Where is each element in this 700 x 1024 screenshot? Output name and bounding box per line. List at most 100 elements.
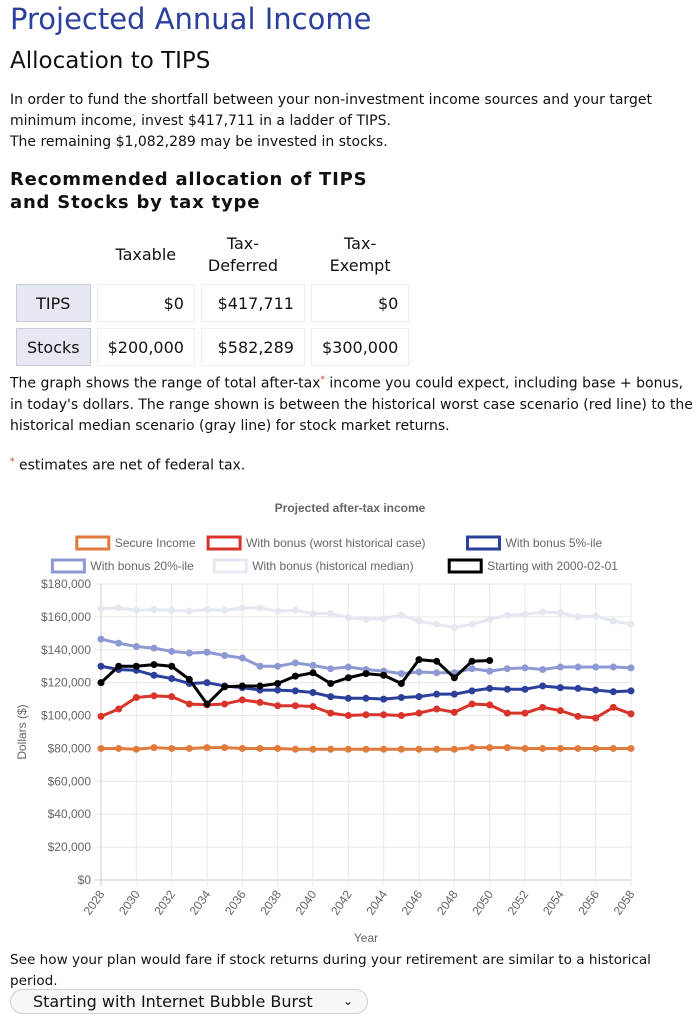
data-point [274,702,282,710]
data-point [256,698,264,706]
table-cell: $0 [310,284,410,322]
data-point [433,620,441,628]
data-point [203,700,211,708]
data-point [433,669,441,677]
data-point [327,610,335,618]
data-point [415,693,423,701]
data-point [168,662,176,670]
data-point [97,605,105,613]
footnote-marker: * [320,375,325,385]
data-point [150,605,158,613]
data-point [344,674,352,682]
data-point [574,684,582,692]
x-tick-label: 2044 [363,887,390,917]
table-row: Stocks $200,000 $582,289 $300,000 [16,328,410,366]
legend-label: With bonus 5%-ile [506,536,603,550]
data-point [132,642,140,650]
data-point [415,656,423,664]
data-point [380,695,388,703]
data-point [238,696,246,704]
data-point [433,745,441,753]
data-point [168,647,176,655]
x-axis-label: Year [354,931,378,945]
allocation-table: Taxable Tax-Deferred Tax-Exempt TIPS $0 … [10,226,415,372]
data-point [327,693,335,701]
data-point [291,702,299,710]
data-point [115,604,123,612]
data-point [609,617,617,625]
data-point [256,682,264,690]
data-point [203,648,211,656]
data-point [97,712,105,720]
table-cell: $300,000 [310,328,410,366]
data-point [362,694,370,702]
y-tick-label: $100,000 [41,709,91,723]
data-point [115,639,123,647]
data-point [380,615,388,623]
data-point [433,690,441,698]
row-header: TIPS [16,284,91,322]
data-point [327,679,335,687]
data-point [291,687,299,695]
x-tick-label: 2028 [81,887,108,917]
data-point [627,744,635,752]
table-cell: $0 [96,284,195,322]
data-point [397,693,405,701]
data-point [468,657,476,665]
data-point [309,610,317,618]
data-point [556,684,564,692]
chevron-down-icon: ⌄ [342,994,353,1008]
column-header: Tax-Exempt [329,234,391,275]
data-point [521,610,529,618]
x-tick-label: 2048 [434,887,461,917]
data-point [362,615,370,623]
data-point [380,671,388,679]
section-title: Allocation to TIPS [10,48,211,74]
data-point [132,662,140,670]
data-point [539,703,547,711]
data-point [397,745,405,753]
data-point [468,665,476,673]
data-point [609,663,617,671]
allocation-heading: Recommended allocation of TIPS and Stock… [10,169,368,213]
data-point [415,668,423,676]
data-point [592,744,600,752]
data-point [274,686,282,694]
y-axis-label: Dollars ($) [15,704,29,759]
data-point [203,605,211,613]
intro-line-1: In order to fund the shortfall between y… [10,92,652,129]
data-point [397,611,405,619]
data-point [503,665,511,673]
data-point [486,656,494,664]
data-point [221,700,229,708]
intro-line-2: The remaining $1,082,289 may be invested… [10,134,388,150]
data-point [274,679,282,687]
data-point [627,710,635,718]
scenario-select[interactable]: Starting with Internet Bubble Burst ⌄ [10,989,368,1014]
x-tick-label: 2042 [328,887,355,917]
data-point [115,744,123,752]
data-point [291,606,299,614]
data-point [556,744,564,752]
data-point [309,745,317,753]
data-point [609,688,617,696]
x-tick-label: 2052 [505,887,532,917]
data-point [150,644,158,652]
y-tick-label: $80,000 [48,741,92,755]
data-point [609,744,617,752]
data-point [327,665,335,673]
data-point [168,693,176,701]
data-point [397,670,405,678]
data-point [168,675,176,683]
data-point [380,711,388,719]
data-point [521,709,529,717]
data-point [344,614,352,622]
data-point [486,744,494,752]
data-point [238,604,246,612]
x-tick-label: 2036 [222,887,249,917]
x-tick-label: 2046 [399,887,426,917]
y-tick-label: $20,000 [48,840,92,854]
data-point [309,661,317,669]
data-point [486,615,494,623]
data-point [132,745,140,753]
